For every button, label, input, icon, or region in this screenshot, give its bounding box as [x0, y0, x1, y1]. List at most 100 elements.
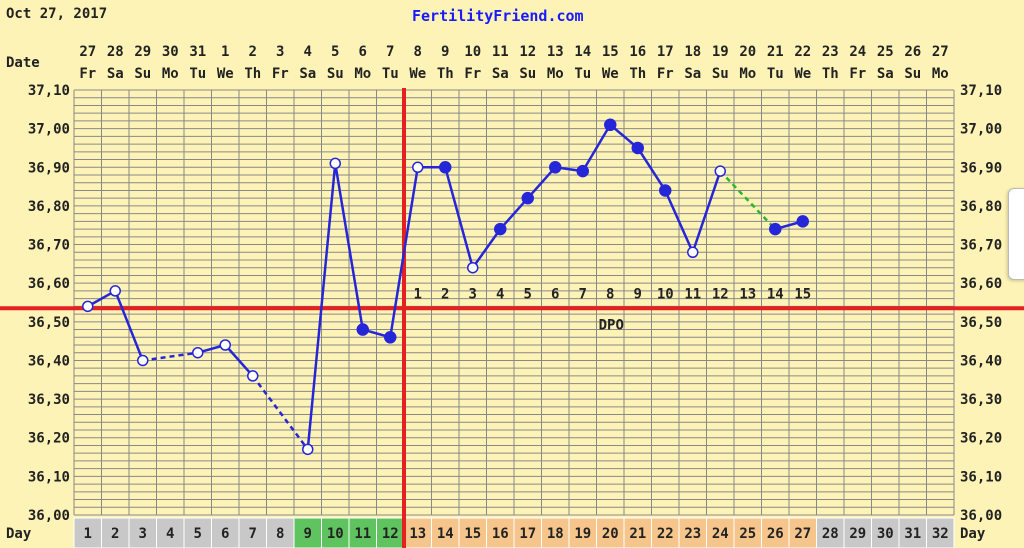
y-tick-label-right: 36,50: [960, 315, 1002, 331]
weekday-tick-label: Tu: [189, 66, 206, 82]
cycle-day-cell: [733, 517, 762, 548]
cycle-day-label: 8: [276, 526, 284, 542]
cycle-day-label: 23: [684, 526, 701, 542]
weekday-tick-label: Su: [134, 66, 151, 82]
temp-point-open: [329, 157, 341, 170]
date-tick-label: 24: [849, 44, 866, 60]
y-tick-label-left: 37,10: [28, 83, 70, 99]
y-tick-label-left: 36,80: [28, 199, 70, 215]
cycle-day-cell: [513, 517, 542, 548]
date-tick-label: 11: [492, 44, 509, 60]
cycle-day-cell: [321, 517, 350, 548]
weekday-tick-label: Su: [519, 66, 536, 82]
cycle-day-cell: [678, 517, 707, 548]
cycle-day-label: 2: [111, 526, 119, 542]
cycle-day-label: 27: [794, 526, 811, 542]
cycle-day-label: 11: [354, 526, 371, 542]
temp-point-filled: [796, 215, 809, 228]
dpo-number: 8: [606, 286, 614, 302]
weekday-tick-label: Th: [822, 66, 839, 82]
cycle-day-cell: [293, 517, 322, 548]
cycle-day-cell: [596, 517, 625, 548]
cycle-day-label: 12: [382, 526, 399, 542]
y-tick-label-right: 36,80: [960, 199, 1002, 215]
cycle-day-label: 5: [194, 526, 202, 542]
temp-point-open: [687, 246, 699, 259]
dpo-number: 7: [579, 286, 587, 302]
weekday-tick-label: Tu: [574, 66, 591, 82]
date-tick-label: 30: [162, 44, 179, 60]
side-scroll-tab[interactable]: [1008, 188, 1024, 280]
y-tick-label-right: 37,10: [960, 83, 1002, 99]
temp-line-segment: [334, 163, 364, 330]
cycle-day-label: 17: [519, 526, 536, 542]
date-tick-label: 19: [712, 44, 729, 60]
cycle-day-label: 24: [712, 526, 729, 542]
temp-point-open: [219, 339, 231, 351]
weekday-tick-label: Mo: [739, 66, 756, 82]
cycle-day-label: 28: [822, 526, 839, 542]
dpo-number: 2: [441, 286, 449, 302]
date-tick-label: 31: [189, 44, 206, 60]
cycle-day-label: 22: [657, 526, 674, 542]
cycle-day-cell: [431, 517, 460, 548]
temp-point-open: [412, 161, 424, 174]
cycle-day-label: 16: [492, 526, 509, 542]
y-tick-label-left: 37,00: [28, 122, 70, 138]
temp-point-filled: [521, 191, 534, 205]
cycle-day-label: 30: [877, 526, 894, 542]
cycle-day-label: 13: [409, 526, 426, 542]
cycle-day-cell: [788, 517, 817, 548]
date-tick-label: 9: [441, 44, 449, 60]
chart-date: Oct 27, 2017: [6, 6, 108, 22]
weekday-tick-label: Th: [437, 66, 454, 82]
dpo-label: DPO: [599, 317, 624, 333]
weekday-tick-label: We: [409, 66, 426, 82]
weekday-tick-label: Fr: [849, 66, 866, 82]
date-tick-label: 18: [684, 44, 701, 60]
temp-line-segment: [526, 166, 557, 200]
date-tick-label: 26: [904, 44, 921, 60]
cycle-day-label: 21: [629, 526, 646, 542]
date-tick-label: 21: [767, 44, 784, 60]
temp-line-segment: [114, 290, 144, 361]
temp-point-filled: [356, 323, 369, 336]
weekday-tick-label: Mo: [932, 66, 949, 82]
temp-point-open: [82, 300, 94, 313]
temp-point-open: [247, 370, 259, 382]
date-tick-label: 28: [107, 44, 124, 60]
weekday-tick-label: We: [602, 66, 619, 82]
projected-line-segment: [719, 170, 777, 230]
date-tick-label: 10: [464, 44, 481, 60]
temp-point-filled: [494, 222, 507, 236]
temp-line-segment: [691, 170, 722, 253]
weekday-tick-label: Fr: [464, 66, 481, 82]
weekday-tick-label: We: [794, 66, 811, 82]
weekday-tick-label: Su: [904, 66, 921, 82]
cycle-day-cell: [211, 517, 240, 548]
weekday-tick-label: Sa: [877, 66, 894, 82]
cycle-day-label: 1: [84, 526, 92, 542]
dpo-number: 10: [657, 286, 674, 302]
cycle-day-label: 32: [932, 526, 949, 542]
date-tick-label: 14: [574, 44, 591, 60]
temp-line-segment: [389, 167, 419, 338]
temp-point-open: [467, 261, 479, 274]
temp-point-filled: [604, 118, 617, 132]
weekday-tick-label: Fr: [79, 66, 96, 82]
site-name: FertilityFriend.com: [412, 7, 584, 25]
cycle-day-cell: [816, 517, 845, 548]
cycle-day-label: 15: [464, 526, 481, 542]
cycle-day-label: 25: [739, 526, 756, 542]
y-tick-label-left: 36,30: [28, 392, 70, 408]
y-tick-label-left: 36,90: [28, 160, 70, 176]
cycle-day-label: 7: [249, 526, 257, 542]
y-tick-label-left: 36,70: [28, 238, 70, 254]
date-tick-label: 3: [276, 44, 284, 60]
temp-point-open: [192, 346, 204, 359]
dpo-number: 4: [496, 286, 504, 302]
date-tick-label: 1: [221, 44, 229, 60]
date-tick-label: 8: [414, 44, 422, 60]
cycle-day-label: 19: [574, 526, 591, 542]
dpo-number: 5: [524, 286, 532, 302]
